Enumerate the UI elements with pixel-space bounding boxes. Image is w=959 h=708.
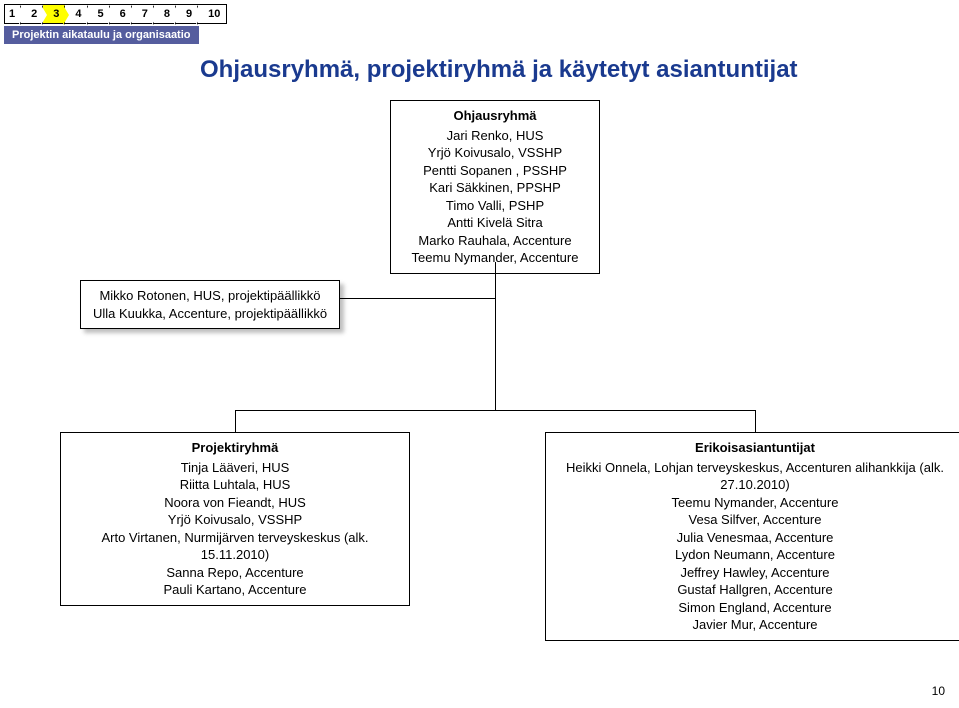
box-line: Javier Mur, Accenture <box>554 616 956 634</box>
box-line: Pentti Sopanen , PSSHP <box>399 162 591 180</box>
box-header: Ohjausryhmä <box>399 107 591 125</box>
bc-step-10: 10 <box>198 5 226 23</box>
box-line: Timo Valli, PSHP <box>399 197 591 215</box>
breadcrumb-label: Projektin aikataulu ja organisaatio <box>4 26 199 44</box>
box-line: Antti Kivelä Sitra <box>399 214 591 232</box>
bc-step-1: 1 <box>5 5 21 23</box>
box-line: Vesa Silfver, Accenture <box>554 511 956 529</box>
box-projektipaallikko: Mikko Rotonen, HUS, projektipäällikkö Ul… <box>80 280 340 329</box>
box-line: Noora von Fieandt, HUS <box>69 494 401 512</box>
connector-line <box>235 410 236 432</box>
box-line: Sanna Repo, Accenture <box>69 564 401 582</box>
box-header: Erikoisasiantuntijat <box>554 439 956 457</box>
box-line: Teemu Nymander, Accenture <box>554 494 956 512</box>
box-line: Kari Säkkinen, PPSHP <box>399 179 591 197</box>
box-line: Riitta Luhtala, HUS <box>69 476 401 494</box>
box-line: Gustaf Hallgren, Accenture <box>554 581 956 599</box>
connector-line <box>755 410 756 432</box>
box-line: Arto Virtanen, Nurmijärven terveyskeskus… <box>69 529 401 564</box>
box-line: Simon England, Accenture <box>554 599 956 617</box>
box-line: Yrjö Koivusalo, VSSHP <box>69 511 401 529</box>
box-line: Mikko Rotonen, HUS, projektipäällikkö <box>89 287 331 305</box>
box-line: Heikki Onnela, Lohjan terveyskeskus, Acc… <box>554 459 956 494</box>
breadcrumb: 1 2 3 4 5 6 7 8 9 10 <box>4 4 227 24</box>
page-number: 10 <box>932 684 945 698</box>
box-line: Tinja Lääveri, HUS <box>69 459 401 477</box>
box-ohjausryhma: Ohjausryhmä Jari Renko, HUS Yrjö Koivusa… <box>390 100 600 274</box>
box-line: Julia Venesmaa, Accenture <box>554 529 956 547</box>
box-header: Projektiryhmä <box>69 439 401 457</box>
box-line: Marko Rauhala, Accenture <box>399 232 591 250</box>
connector-line <box>495 262 496 298</box>
page-title: Ohjausryhmä, projektiryhmä ja käytetyt a… <box>200 56 798 84</box>
box-line: Ulla Kuukka, Accenture, projektipäällikk… <box>89 305 331 323</box>
box-line: Jari Renko, HUS <box>399 127 591 145</box>
box-line: Jeffrey Hawley, Accenture <box>554 564 956 582</box>
box-projektiryhma: Projektiryhmä Tinja Lääveri, HUS Riitta … <box>60 432 410 606</box>
box-line: Yrjö Koivusalo, VSSHP <box>399 144 591 162</box>
box-line: Lydon Neumann, Accenture <box>554 546 956 564</box>
box-line: Pauli Kartano, Accenture <box>69 581 401 599</box>
connector-line <box>495 298 496 410</box>
box-erikoisasiantuntijat: Erikoisasiantuntijat Heikki Onnela, Lohj… <box>545 432 959 641</box>
connector-line <box>340 298 496 299</box>
connector-line <box>235 410 755 411</box>
